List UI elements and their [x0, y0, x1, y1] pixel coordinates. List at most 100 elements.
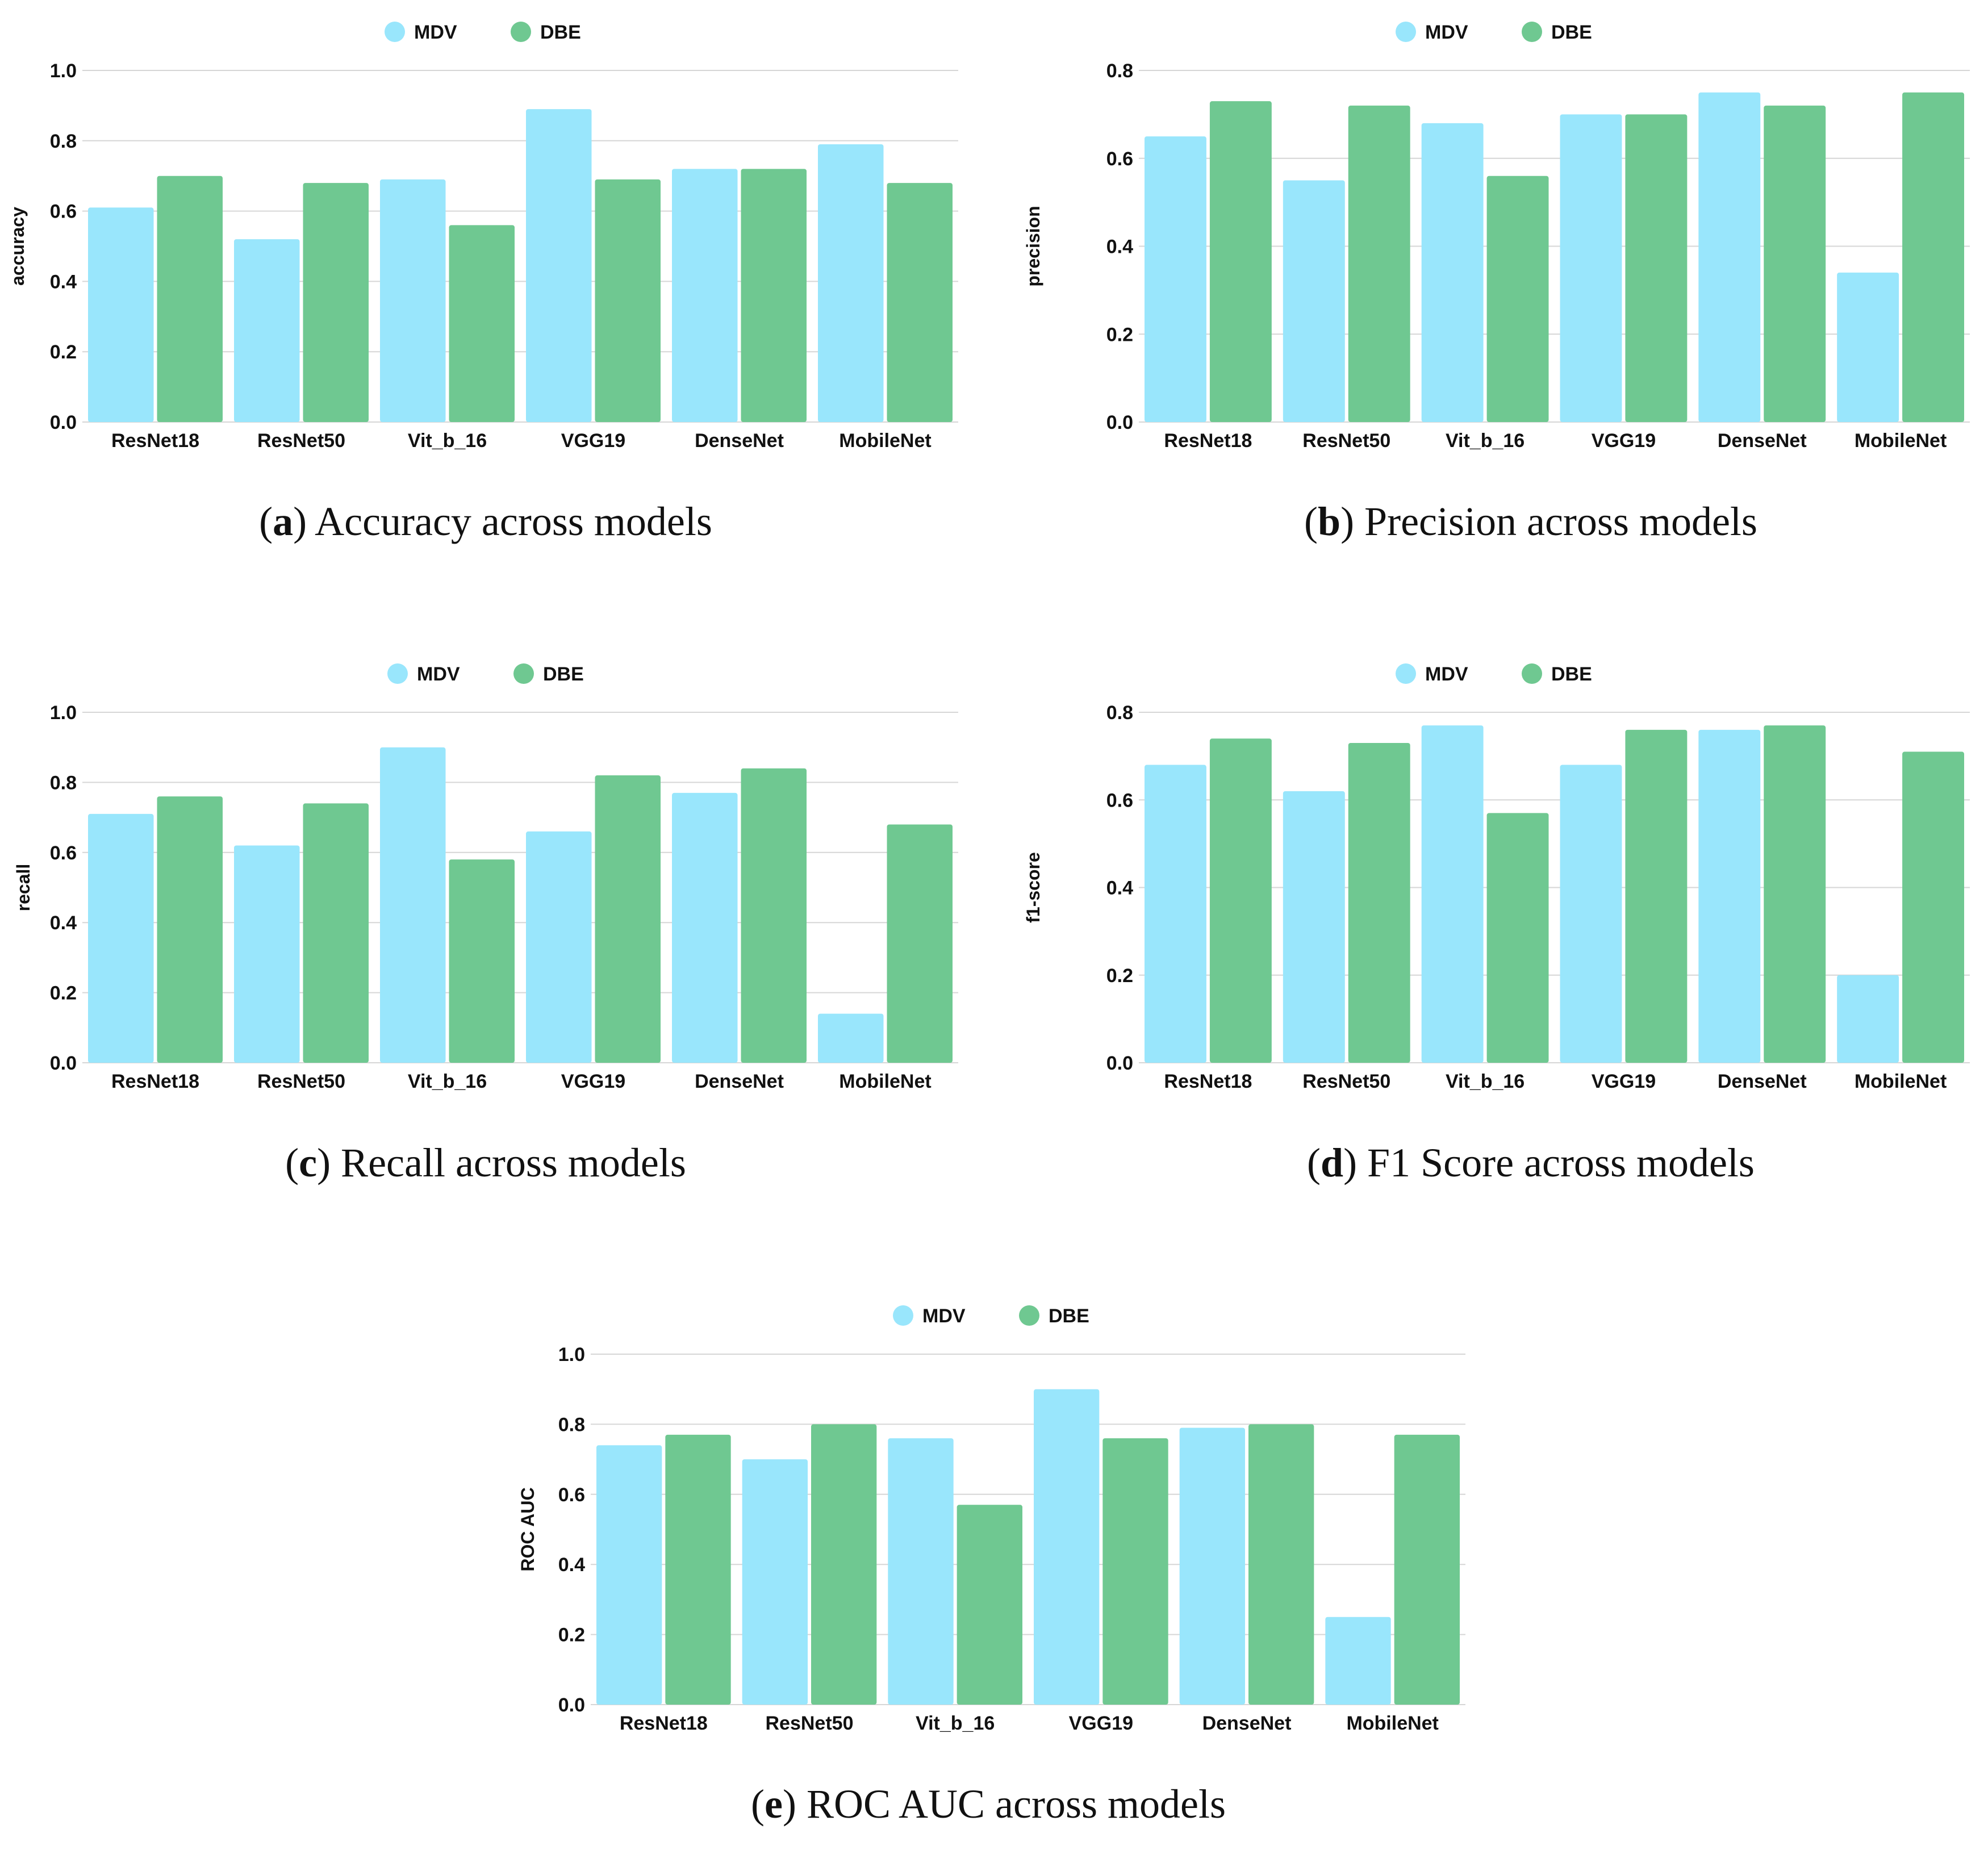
x-tick-label: ResNet50 [1302, 430, 1390, 452]
bar-dbe-resnet18 [157, 796, 223, 1063]
bar-dbe-resnet50 [303, 183, 369, 422]
bar-mdv-mobilenet [1325, 1617, 1391, 1705]
bar-dbe-vit_b_16 [1486, 176, 1549, 422]
panel-caption: (e) ROC AUC across models [751, 1781, 1226, 1827]
bar-dbe-densenet [1764, 105, 1826, 422]
legend-marker-dbe [1522, 663, 1542, 684]
bar-dbe-mobilenet [887, 183, 953, 422]
bar-dbe-densenet [1248, 1424, 1314, 1705]
bar-dbe-mobilenet [887, 824, 953, 1063]
y-tick-label: 0.2 [50, 341, 77, 363]
legend-label-dbe: DBE [1049, 1305, 1089, 1327]
legend-marker-dbe [511, 22, 531, 42]
bar-dbe-densenet [741, 768, 807, 1063]
panel-caption: (c) Recall across models [285, 1140, 686, 1185]
y-axis-label: accuracy [7, 207, 28, 286]
bar-dbe-resnet18 [1209, 738, 1272, 1063]
chart-panel-a: 0.0 0.2 0.4 0.6 0.8 1.0 accuracy ResNet18 ResNet… [7, 22, 958, 544]
bar-dbe-resnet18 [157, 176, 223, 422]
y-tick-label: 0.6 [1106, 790, 1133, 811]
y-tick-label: 0.2 [558, 1625, 585, 1646]
y-tick-label: 0.4 [558, 1554, 585, 1576]
bar-mdv-densenet [672, 169, 738, 422]
x-tick-label: VGG19 [1592, 1071, 1656, 1092]
y-tick-label: 0.2 [1106, 324, 1133, 345]
y-tick-label: 1.0 [50, 60, 77, 82]
y-tick-label: 0.0 [1106, 1053, 1133, 1074]
y-tick-label: 0.4 [50, 271, 77, 293]
legend-marker-dbe [513, 663, 534, 684]
panel-caption: (d) F1 Score across models [1307, 1140, 1755, 1185]
x-tick-label: ResNet50 [766, 1713, 854, 1734]
x-tick-label: DenseNet [1718, 1071, 1807, 1092]
x-tick-label: Vit_b_16 [916, 1713, 995, 1734]
x-tick-label: Vit_b_16 [1446, 1071, 1525, 1092]
x-tick-label: MobileNet [1855, 430, 1947, 452]
chart-panel-e: 0.0 0.2 0.4 0.6 0.8 1.0 ROC AUC ResNet18 ResNet5… [517, 1305, 1465, 1827]
y-axis-label: recall [13, 864, 34, 912]
bar-dbe-mobilenet [1902, 92, 1964, 422]
bar-mdv-resnet50 [1283, 180, 1345, 422]
x-tick-label: ResNet18 [620, 1713, 708, 1734]
bar-dbe-vgg19 [595, 179, 661, 422]
x-tick-label: Vit_b_16 [408, 430, 487, 452]
legend-marker-mdv [385, 22, 405, 42]
y-tick-label: 0.6 [50, 842, 77, 864]
bar-dbe-resnet50 [303, 803, 369, 1063]
bar-mdv-resnet18 [88, 813, 154, 1063]
bar-mdv-vgg19 [526, 831, 592, 1063]
bar-mdv-densenet [672, 792, 738, 1063]
panel-caption: (a) Accuracy across models [259, 499, 712, 544]
bar-mdv-mobilenet [818, 1013, 884, 1063]
y-tick-label: 0.8 [558, 1414, 585, 1435]
y-axis-label: ROC AUC [517, 1487, 538, 1571]
bar-mdv-vit_b_16 [1421, 725, 1484, 1063]
bar-mdv-resnet18 [1145, 136, 1206, 422]
y-tick-label: 0.6 [558, 1484, 585, 1506]
bar-dbe-vit_b_16 [449, 225, 515, 422]
y-tick-label: 0.4 [1106, 878, 1133, 899]
bar-mdv-resnet18 [596, 1445, 662, 1705]
y-tick-label: 0.4 [50, 912, 77, 934]
bar-mdv-vgg19 [526, 109, 592, 423]
legend-label-mdv: MDV [1425, 663, 1468, 685]
x-tick-label: ResNet18 [1164, 1071, 1252, 1092]
y-tick-label: 1.0 [50, 702, 77, 724]
legend-label-dbe: DBE [1551, 663, 1592, 685]
bar-dbe-resnet50 [1348, 742, 1410, 1063]
legend-label-mdv: MDV [414, 22, 457, 43]
legend: MDV DBE [1396, 22, 1592, 43]
bar-mdv-densenet [1698, 729, 1761, 1063]
bar-mdv-resnet50 [742, 1459, 808, 1705]
x-tick-label: VGG19 [1069, 1713, 1133, 1734]
chart-panel-d: 0.0 0.2 0.4 0.6 0.8 f1-score ResNet18 ResNet50 V… [1023, 663, 1970, 1185]
x-tick-label: DenseNet [1718, 430, 1807, 452]
bar-dbe-resnet50 [811, 1424, 877, 1705]
y-tick-label: 0.8 [50, 131, 77, 152]
bar-mdv-vit_b_16 [1421, 123, 1484, 423]
x-tick-label: ResNet50 [257, 1071, 345, 1092]
y-tick-label: 0.4 [1106, 236, 1133, 258]
chart-panel-c: 0.0 0.2 0.4 0.6 0.8 1.0 recall ResNet18 ResNet50… [13, 663, 958, 1185]
bar-dbe-vgg19 [1102, 1438, 1168, 1705]
x-tick-label: ResNet18 [111, 1071, 199, 1092]
bar-mdv-vit_b_16 [380, 179, 446, 422]
y-tick-label: 0.0 [50, 1053, 77, 1074]
bar-mdv-mobilenet [1837, 272, 1899, 422]
bar-dbe-vgg19 [1625, 114, 1688, 422]
legend-marker-mdv [1396, 663, 1416, 684]
legend-label-dbe: DBE [540, 22, 581, 43]
bar-dbe-mobilenet [1902, 751, 1964, 1063]
y-tick-label: 0.8 [1106, 60, 1133, 82]
x-tick-label: VGG19 [561, 1071, 625, 1092]
x-tick-label: ResNet50 [257, 430, 345, 452]
bar-mdv-vit_b_16 [380, 747, 446, 1063]
y-tick-label: 0.0 [1106, 412, 1133, 433]
y-tick-label: 0.8 [50, 772, 77, 794]
bar-dbe-vit_b_16 [1486, 813, 1549, 1063]
bar-mdv-resnet18 [88, 207, 154, 422]
bar-dbe-densenet [741, 169, 807, 422]
x-tick-label: VGG19 [561, 430, 625, 452]
bar-dbe-vgg19 [595, 775, 661, 1063]
